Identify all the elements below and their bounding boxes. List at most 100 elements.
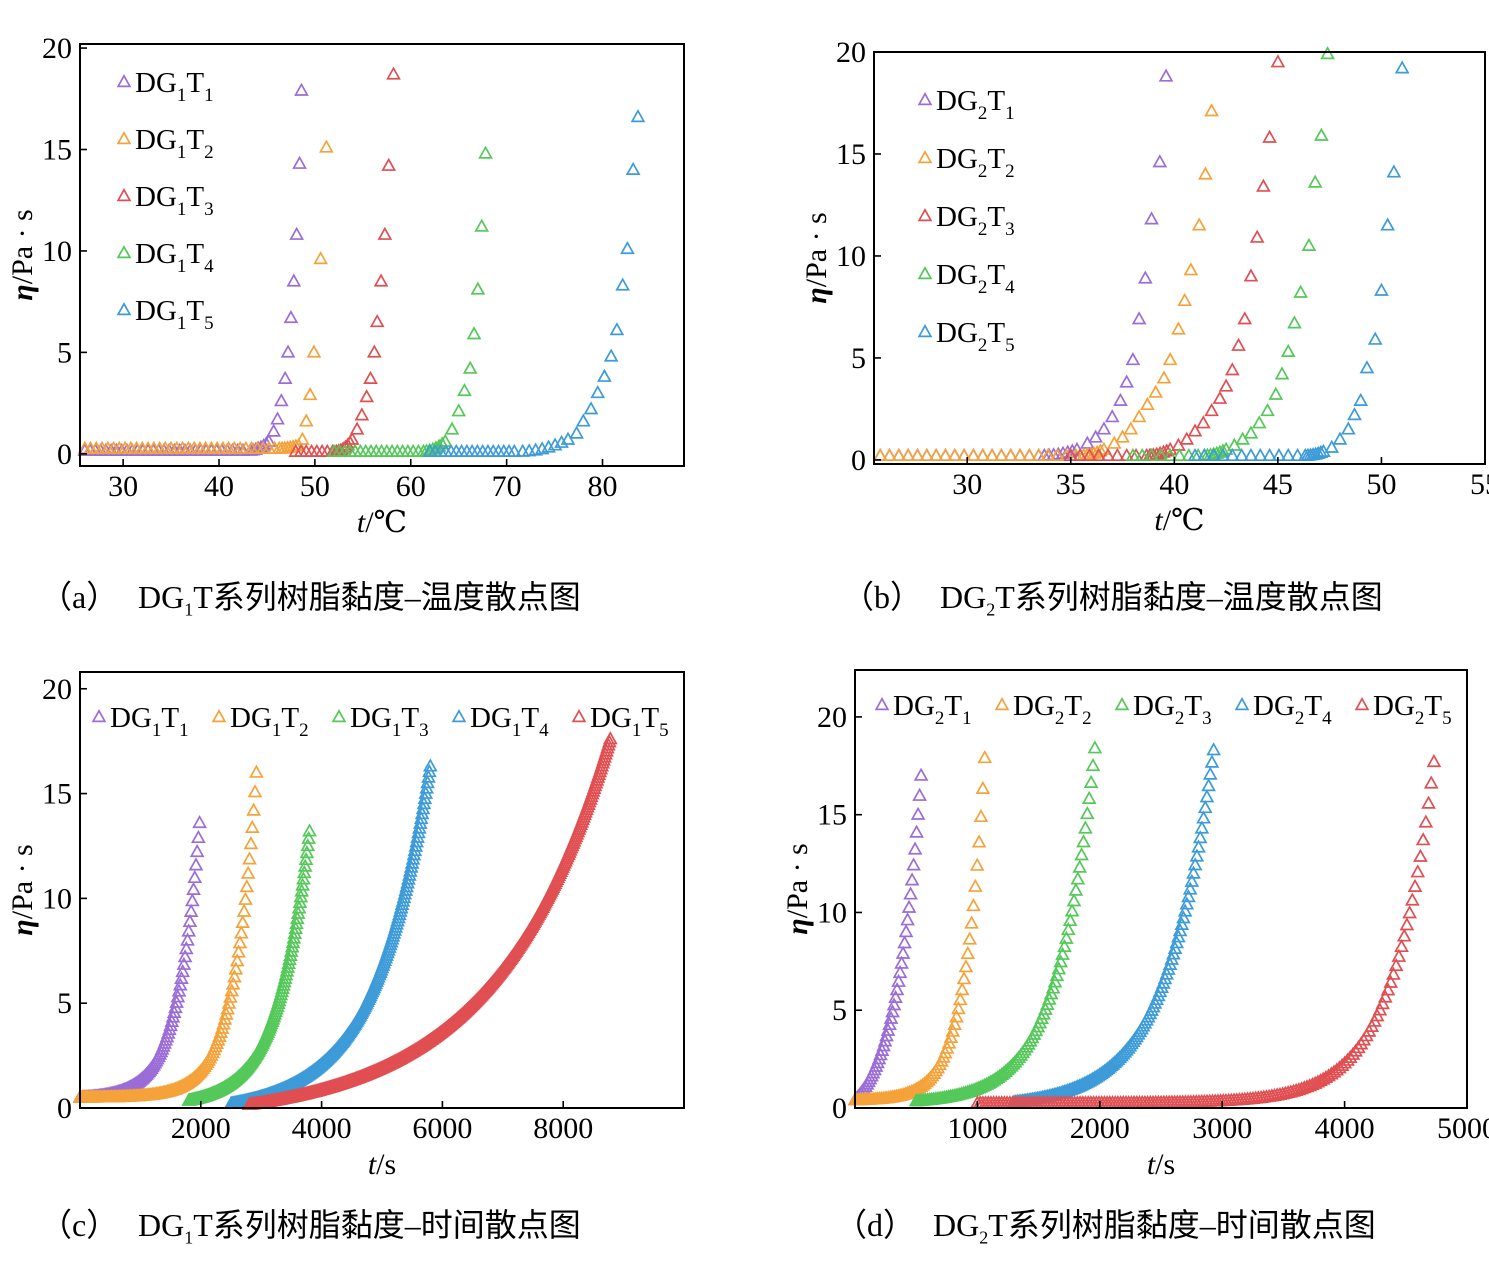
data-point [247,784,263,798]
y-tick-label: 5 [57,336,72,369]
data-point [1410,864,1426,878]
data-point [1405,892,1420,906]
plot-frame [854,669,1468,1109]
data-point [373,273,389,287]
y-tick-label: 5 [832,994,847,1027]
data-point [1301,237,1317,251]
x-tick-label: 50 [300,470,330,503]
data-point [1224,447,1240,462]
data-point [1113,392,1128,406]
data-point [244,819,260,833]
data-point [975,447,991,462]
caption-prefix: DG [933,1207,980,1243]
y-tick-label: 15 [836,138,866,171]
data-point [164,1013,180,1028]
caption-prefix: DG [138,1207,185,1243]
data-point [1290,447,1305,462]
legend-marker [116,131,132,145]
data-point [295,431,310,445]
legend-item-DG2T2: DG2T2 [917,143,1015,182]
data-point [1131,409,1147,423]
data-point [1243,425,1259,439]
data-point [1144,447,1159,462]
series-DG1T5 [422,109,646,457]
data-point [406,847,422,861]
data-point [583,401,599,415]
series-DG1T2 [77,139,334,454]
data-point [238,891,253,905]
chart-b-viscosity-temperature: 30354045505505101520t/℃η/Pa · sDG2T1DG2T… [800,36,1489,537]
y-axis-label: η/Pa · s [6,209,39,300]
data-point [300,838,316,852]
x-tick-label: 40 [1159,468,1189,501]
data-point [956,447,972,462]
data-point [1231,337,1246,351]
legend-marker [116,245,132,259]
data-point [282,951,297,966]
data-point [938,447,953,462]
data-point [1012,447,1028,462]
data-point [897,935,912,949]
data-point [284,939,300,953]
data-point [1204,103,1219,117]
data-point [1386,966,1401,980]
data-point [1078,820,1093,834]
data-point [949,1009,964,1023]
legend-label: DG1T3 [350,702,429,741]
data-point [1176,910,1191,924]
caption-subscript: 1 [184,599,194,620]
plot-points [77,66,646,457]
plot-frame [873,51,1486,465]
data-point [1051,961,1067,975]
axis-ticks: 2000 4000 6000 8000 0 5 10 15 20 [42,673,593,1145]
data-point [1115,429,1130,443]
data-point [602,731,618,745]
data-point [1040,447,1056,462]
plot-points [872,46,1410,462]
data-point [240,865,256,879]
data-point [249,764,264,778]
data-point [891,973,906,987]
data-point [1215,443,1231,457]
data-point [590,385,606,399]
data-point [1158,68,1174,82]
legend-label: DG1T5 [135,295,214,334]
series-DG1T4 [326,145,493,457]
data-point [402,863,418,877]
series-DG2T1 [847,767,929,1106]
data-point [1367,331,1383,345]
data-point [1064,903,1080,917]
series-DG1T4 [223,758,438,1109]
data-point [286,273,302,287]
data-point [1201,778,1216,792]
data-point [964,915,979,929]
data-point [1003,447,1019,462]
data-point [1148,384,1164,398]
data-point [404,855,420,869]
data-point [630,109,646,123]
data-point [1177,903,1193,917]
data-point [462,360,478,374]
data-point [1100,447,1116,462]
data-point [185,893,200,907]
data-point [1212,390,1228,404]
data-point [891,447,907,462]
data-point [1293,284,1309,298]
data-point [223,989,238,1003]
data-point [1262,447,1277,462]
y-tick-label: 10 [836,240,866,273]
data-point [904,872,920,886]
data-point [1059,930,1074,944]
data-point [1022,447,1037,462]
data-point [625,161,641,175]
x-tick-label: 30 [952,468,982,501]
data-point [313,251,328,265]
chart-c-viscosity-time: 2000 4000 6000 8000 0 5 10 15 20 t/s η/Pa · s DG1T1… [6,671,685,1181]
data-point [369,314,385,328]
data-point [1332,431,1348,445]
data-point [975,780,991,794]
data-point [903,886,918,900]
data-point [1394,60,1410,74]
data-point [1140,396,1155,411]
